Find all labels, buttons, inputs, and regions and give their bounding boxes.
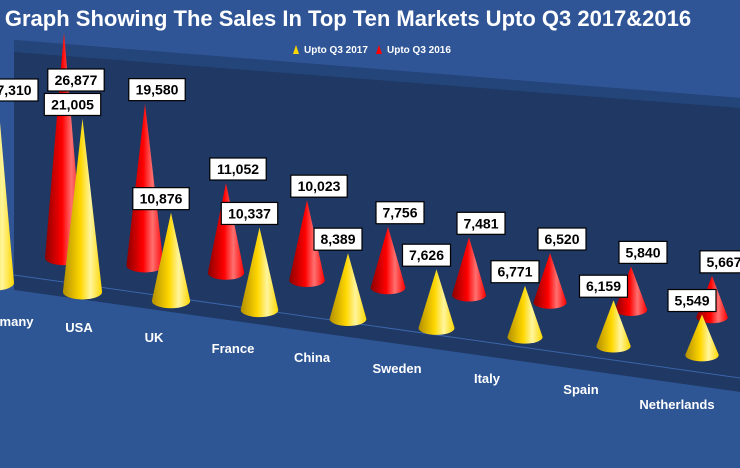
svg-text:21,005: 21,005 xyxy=(51,96,94,112)
data-label-2017-7: 6,159 xyxy=(578,274,629,298)
cone-2017-3 xyxy=(240,227,279,318)
cone-2016-2-body xyxy=(207,183,245,280)
chart-floor xyxy=(0,290,740,468)
cone-2016-7-body xyxy=(614,266,648,316)
category-labels: rmany USA UK France China Sweden Italy Spain Net… xyxy=(0,314,715,412)
category-label-4: China xyxy=(294,350,331,365)
cone-2017-7 xyxy=(596,300,631,353)
data-labels: 26,877 19,580 11,052 10,023 7,756 7,481 6,520 5… xyxy=(0,68,740,313)
legend-label-2017: Upto Q3 2017 xyxy=(304,45,368,56)
data-label-2017-2: 10,876 xyxy=(132,187,190,211)
cone-2016-4 xyxy=(370,226,406,295)
data-label-2016-3: 10,023 xyxy=(290,174,348,198)
chart-title: Graph Showing The Sales In Top Ten Marke… xyxy=(5,6,691,31)
data-label-2016-4: 7,756 xyxy=(375,201,425,225)
legend-swatch-2017 xyxy=(293,45,299,54)
category-label-3: France xyxy=(212,341,255,356)
cone-2017-8-body xyxy=(685,314,719,362)
cone-2016-5 xyxy=(452,237,486,302)
cone-2017-1-body xyxy=(62,118,103,300)
legend-label-2016: Upto Q3 2016 xyxy=(387,45,451,56)
cone-2016-4-body xyxy=(370,226,406,295)
data-label-2017-3: 10,337 xyxy=(220,201,279,226)
cone-2016-7 xyxy=(614,266,648,316)
data-label-2016-1: 19,580 xyxy=(128,78,186,102)
cone-2016-3 xyxy=(289,200,325,287)
svg-text:10,337: 10,337 xyxy=(228,205,271,221)
cone-2017-1 xyxy=(62,118,103,300)
svg-text:7,310: 7,310 xyxy=(0,82,32,98)
data-label-2016-5: 7,481 xyxy=(456,211,506,235)
cone-2017-5 xyxy=(418,269,455,335)
category-label-1: USA xyxy=(65,320,93,335)
svg-text:6,159: 6,159 xyxy=(586,278,621,294)
cone-2017-2 xyxy=(151,212,191,309)
wall-floor-edge xyxy=(13,274,740,379)
category-label-0: rmany xyxy=(0,314,34,329)
category-label-5: Sweden xyxy=(372,361,421,376)
svg-text:7,756: 7,756 xyxy=(382,205,417,221)
category-label-2: UK xyxy=(145,330,164,345)
back-wall-panel xyxy=(14,40,740,108)
cone-2017-6-body xyxy=(507,285,543,344)
data-label-2016-0: 26,877 xyxy=(47,68,105,92)
cone-2017-6 xyxy=(507,285,543,344)
data-label-2016-7: 5,840 xyxy=(618,240,668,264)
cone-2017-7-body xyxy=(596,300,631,353)
cone-2016-6 xyxy=(533,253,567,309)
data-label-2017-8: 5,549 xyxy=(667,288,717,313)
cone-2017-5-body xyxy=(418,269,455,335)
svg-text:8,389: 8,389 xyxy=(320,231,355,247)
data-label-2017-0: 7,310 xyxy=(0,78,39,102)
legend-item-2016: Upto Q3 2016 xyxy=(376,45,451,56)
category-label-8: Netherlands xyxy=(639,397,714,412)
cone-2016-6-body xyxy=(533,253,567,309)
svg-text:5,667: 5,667 xyxy=(706,254,740,270)
data-label-2016-6: 6,520 xyxy=(537,227,587,251)
svg-text:26,877: 26,877 xyxy=(55,72,98,88)
category-label-6: Italy xyxy=(474,371,501,386)
svg-text:7,626: 7,626 xyxy=(409,247,444,263)
data-label-2016-2: 11,052 xyxy=(209,157,267,181)
cone-2017-0-body xyxy=(0,122,14,291)
svg-text:11,052: 11,052 xyxy=(217,161,259,177)
data-label-2017-5: 7,626 xyxy=(401,243,452,267)
svg-text:7,481: 7,481 xyxy=(463,215,498,231)
svg-text:5,840: 5,840 xyxy=(625,244,660,260)
cone-2017-4-body xyxy=(329,253,367,326)
cone-2017-0 xyxy=(0,122,14,291)
cone-2017-2-body xyxy=(151,212,191,309)
data-label-2016-8: 5,667 xyxy=(699,250,740,274)
svg-text:10,023: 10,023 xyxy=(298,178,341,194)
cone-2016-2 xyxy=(207,183,245,280)
data-label-2017-6: 6,771 xyxy=(490,260,540,284)
svg-text:6,520: 6,520 xyxy=(544,231,579,247)
cone-2017-3-body xyxy=(240,227,279,318)
category-label-7: Spain xyxy=(563,382,598,397)
cone-2017-4 xyxy=(329,253,367,326)
cone-2017-8 xyxy=(685,314,719,362)
cone-2016-3-body xyxy=(289,200,325,287)
svg-text:5,549: 5,549 xyxy=(674,293,709,309)
legend: Upto Q3 2017 Upto Q3 2016 xyxy=(293,45,451,56)
data-label-2017-1: 21,005 xyxy=(43,92,102,117)
cone-2016-5-body xyxy=(452,237,486,302)
svg-text:6,771: 6,771 xyxy=(497,264,532,280)
legend-item-2017: Upto Q3 2017 xyxy=(293,45,368,56)
legend-swatch-2016 xyxy=(376,45,382,54)
data-label-2017-4: 8,389 xyxy=(313,227,363,251)
svg-text:19,580: 19,580 xyxy=(136,82,179,98)
svg-text:10,876: 10,876 xyxy=(140,191,183,207)
